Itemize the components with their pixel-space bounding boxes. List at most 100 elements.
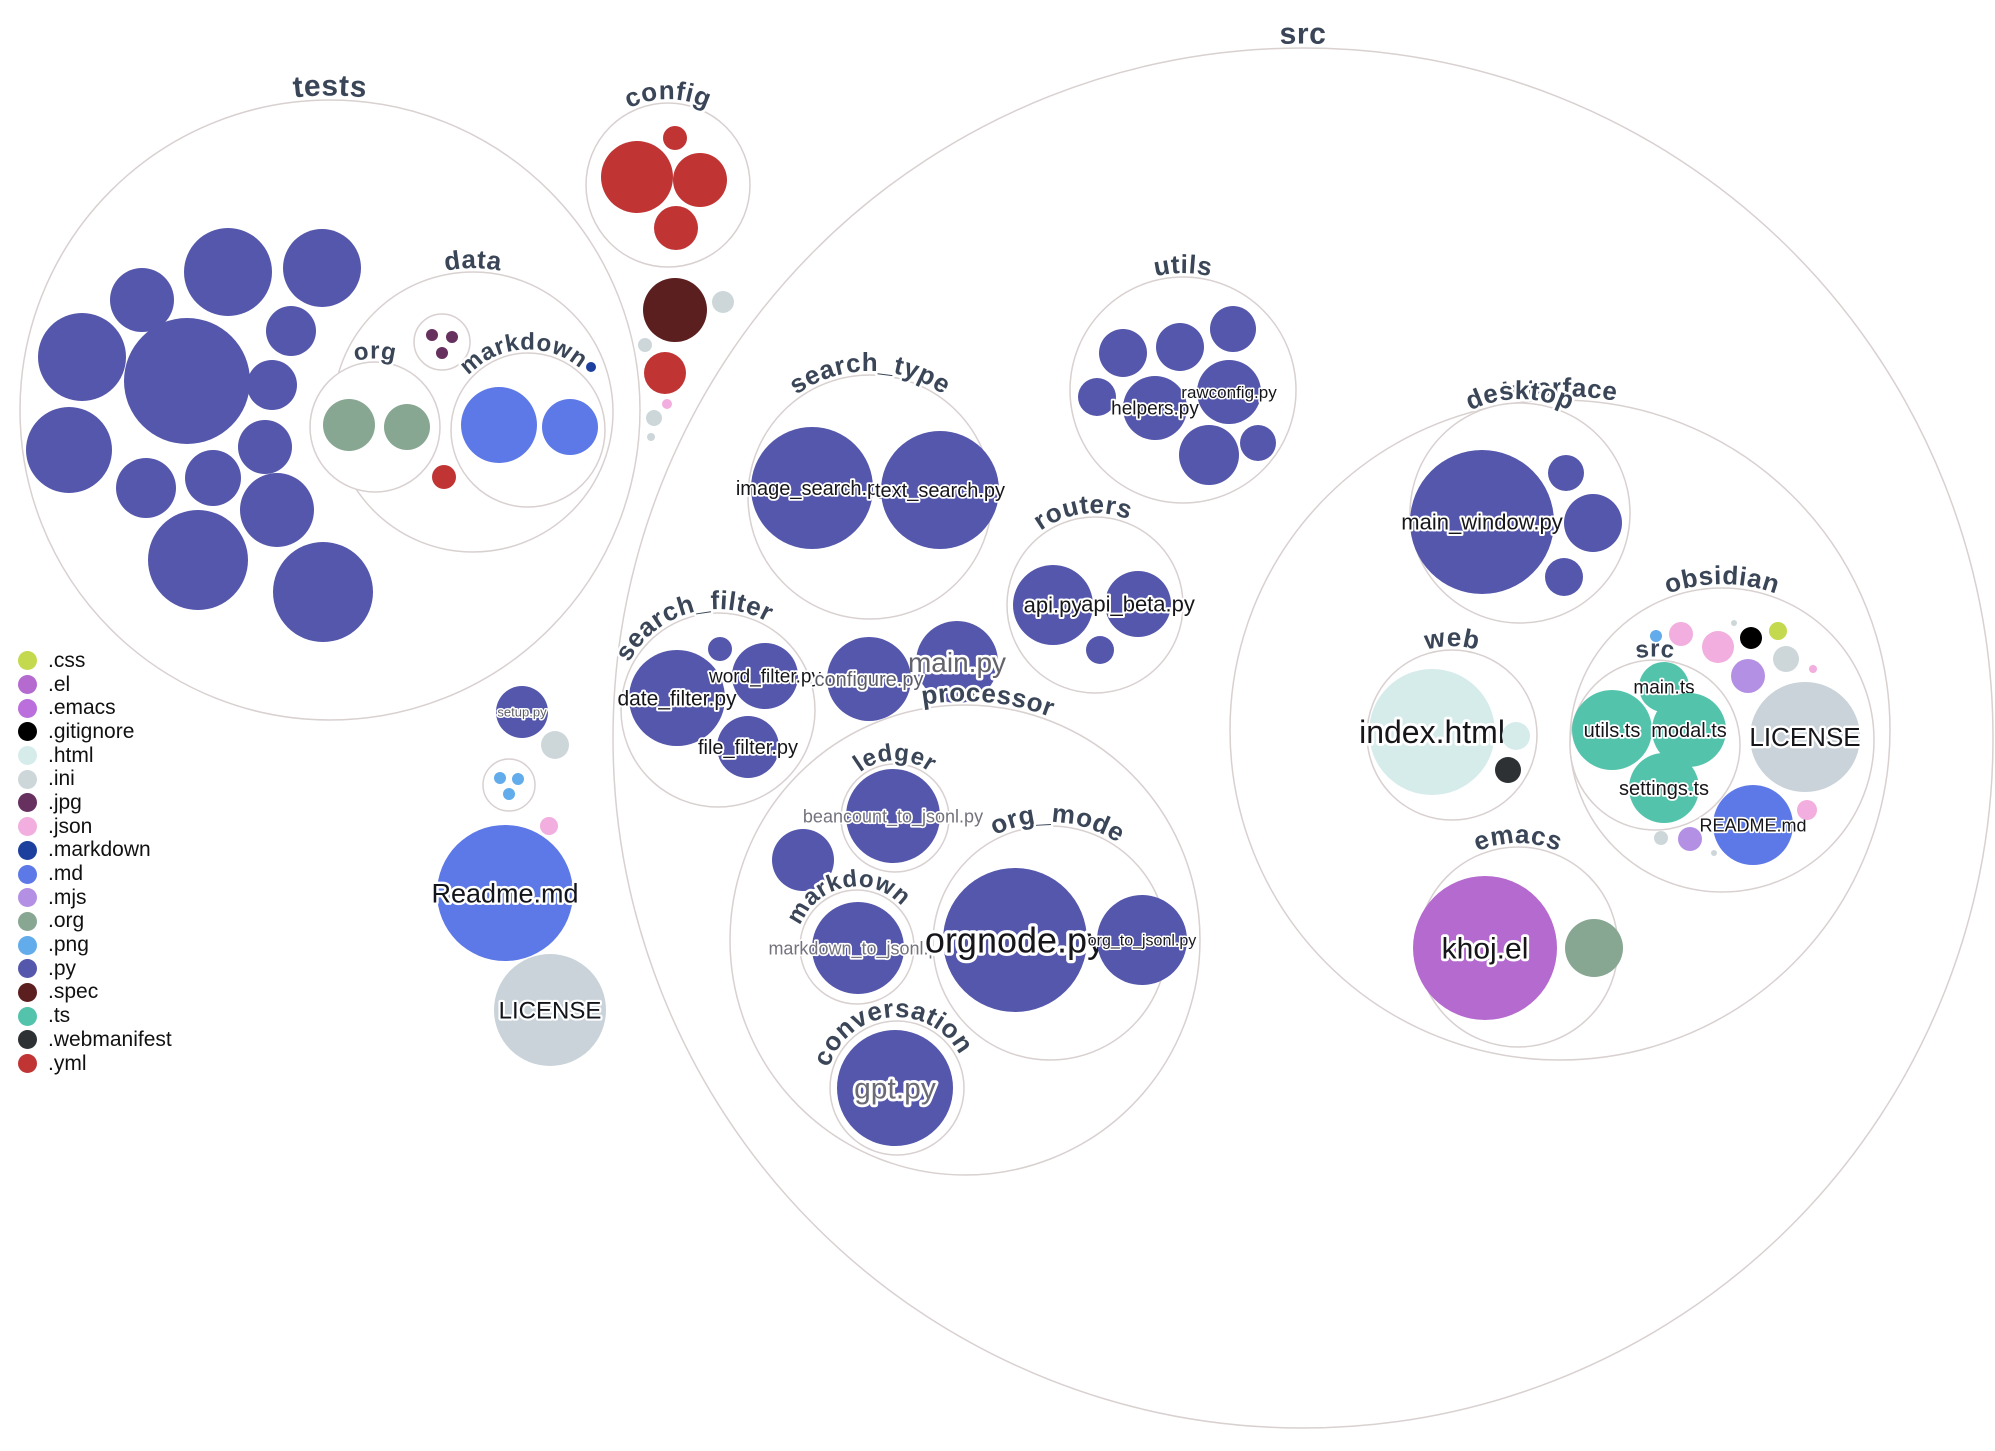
file-circle-modal.ts [1652, 693, 1726, 767]
legend-swatch-icon [18, 888, 37, 908]
file-circle.py [1086, 636, 1114, 664]
file-label-gpt.py: gpt.py [854, 1073, 936, 1106]
dir-label-org: org [351, 337, 398, 366]
file-circle.org [323, 399, 375, 451]
file-label-helpers.py: helpers.py [1111, 399, 1199, 420]
legend-item.emacs: .emacs [18, 696, 172, 720]
file-circle.ini [646, 410, 662, 426]
file-circle.py [110, 268, 174, 332]
file-circle.py [124, 318, 250, 444]
file-circle.py [273, 542, 373, 642]
legend-label: .py [48, 956, 77, 980]
legend-item.ini: .ini [18, 767, 172, 791]
legend-label: .css [48, 648, 86, 672]
file-circle.py [1545, 558, 1583, 596]
file-circle.py [185, 450, 241, 506]
file-label-api_beta.py: api_beta.py [1081, 592, 1195, 617]
dir-label-utils: utils [1151, 249, 1215, 282]
dir-circle-routers [1006, 516, 1184, 694]
file-circle.png [512, 773, 524, 785]
file-circle.json [540, 817, 558, 835]
legend-swatch-icon [18, 982, 37, 1002]
legend-swatch-icon [18, 840, 37, 860]
file-circle.jpg [426, 329, 438, 341]
file-label-main.py: main.py [908, 647, 1006, 678]
legend-label: .html [48, 743, 94, 767]
legend-item.jpg: .jpg [18, 791, 172, 815]
file-label-api.py: api.py [1024, 593, 1083, 618]
file-circle.mjs [1678, 827, 1702, 851]
file-circle-word_filter.py [732, 643, 798, 709]
file-circle.py [1210, 306, 1256, 352]
file-circle-README.md [1713, 785, 1793, 865]
file-circle-setup.py [496, 686, 548, 738]
file-circle.yml [432, 465, 456, 489]
file-circle.py [772, 829, 834, 891]
dir-circle-unnamed [482, 758, 536, 812]
file-circle.png [494, 772, 506, 784]
file-circle.mjs [1731, 659, 1765, 693]
file-circle-file_filter.py [717, 716, 779, 778]
legend-swatch-icon [18, 935, 37, 955]
file-circle.md [461, 387, 537, 463]
file-circle.ini [647, 433, 655, 441]
legend-item.css: .css [18, 649, 172, 673]
file-label-utils.ts: utils.ts [1584, 720, 1641, 742]
file-circle.py [1179, 425, 1239, 485]
file-circle.ini [638, 338, 652, 352]
file-circle.yml [673, 153, 727, 207]
file-label-LICENSE: LICENSE [1749, 722, 1860, 752]
legend-swatch-icon [18, 864, 37, 884]
file-circle-main_window.py [1410, 450, 1554, 594]
file-circle.py [1548, 455, 1584, 491]
extension-legend: .css .el .emacs .gitignore .html .ini .jpg .jso… [18, 649, 172, 1075]
file-circle-image_search.py [751, 427, 873, 549]
file-circle.py [708, 637, 732, 661]
legend-label: .md [48, 862, 84, 886]
file-label-configure.py: configure.py [815, 669, 924, 691]
file-label-setup.py: setup.py [497, 705, 547, 720]
file-circle-Readme.md [437, 825, 573, 961]
file-circle.ini [1731, 620, 1737, 626]
file-circle-khoj.el [1413, 876, 1557, 1020]
legend-label: .org [48, 909, 85, 933]
legend-item.spec: .spec [18, 980, 172, 1005]
legend-swatch-icon [18, 1054, 37, 1074]
file-circle-gpt.py [837, 1030, 953, 1146]
file-label-index.html: index.html [1359, 714, 1505, 750]
dir-label-src: src [1279, 17, 1327, 50]
file-circle.jpg [436, 347, 448, 359]
legend-swatch-icon [18, 675, 37, 695]
file-label-markdown_to_jsonl.py: markdown_to_jsonl.py [768, 938, 947, 959]
file-circle.yml [601, 141, 673, 213]
legend-item.md: .md [18, 862, 172, 886]
legend-swatch-icon [18, 746, 37, 766]
file-circle.ini [1773, 646, 1799, 672]
file-circle-org_to_jsonl.py [1097, 895, 1187, 985]
file-circle.png [503, 788, 515, 800]
file-label-beancount_to_jsonl.py: beancount_to_jsonl.py [803, 806, 983, 827]
legend-swatch-icon [18, 1030, 37, 1050]
file-circle.json [1669, 622, 1693, 646]
file-circle.py [184, 228, 272, 316]
legend-label: .spec [48, 980, 99, 1004]
file-circle.py [148, 510, 248, 610]
file-circle.org [384, 404, 430, 450]
file-label-orgnode.py: orgnode.py [925, 920, 1105, 961]
file-circle.yml [644, 352, 686, 394]
file-circle-settings.ts [1629, 753, 1699, 823]
file-circle.json [1809, 665, 1817, 673]
legend-label: .webmanifest [48, 1027, 172, 1051]
file-circle-main.py [916, 621, 998, 703]
file-label-text_search.py: text_search.py [875, 480, 1005, 502]
legend-swatch-icon [18, 1006, 37, 1026]
legend-swatch-icon [18, 911, 37, 931]
file-circle.yml [654, 206, 698, 250]
file-circle-date_filter.py [629, 650, 725, 746]
file-label-modal.ts: modal.ts [1651, 720, 1727, 742]
legend-swatch-icon [18, 698, 37, 718]
file-circle.py [283, 229, 361, 307]
file-label-main_window.py: main_window.py [1401, 510, 1562, 535]
legend-item.png: .png [18, 933, 172, 957]
